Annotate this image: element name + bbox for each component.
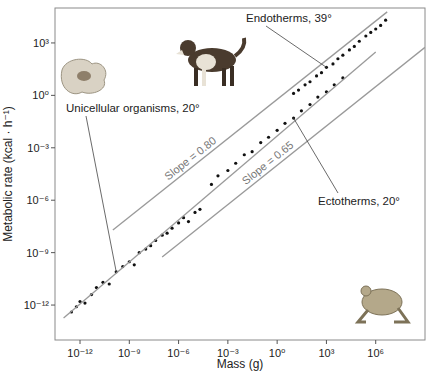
data-point: [353, 45, 356, 48]
data-point: [358, 40, 361, 43]
x-tick: [326, 340, 327, 344]
data-point: [331, 62, 334, 65]
series-label: Ectotherms, 20°: [318, 195, 400, 207]
data-point: [243, 153, 246, 156]
data-point: [283, 122, 286, 125]
plot-frame: [55, 8, 425, 340]
data-point: [379, 24, 382, 27]
data-point: [348, 48, 351, 51]
x-axis-label: Mass (g): [217, 357, 264, 371]
data-point: [216, 174, 219, 177]
icons: [61, 38, 408, 322]
data-point: [315, 74, 318, 77]
leader-line: [86, 116, 116, 272]
chart: 10⁻¹² 10⁻⁹ 10⁻⁶ 10⁻³ 10⁰ 10³ 10⁶ 10⁻¹² 10⁻⁹ 10⁻⁶ 1…: [0, 0, 435, 376]
y-tick: [51, 305, 55, 306]
x-tick: [129, 340, 130, 344]
data-point: [234, 162, 237, 165]
data-point: [276, 129, 279, 132]
y-tick-label: 10³: [33, 37, 49, 49]
frog-icon: [358, 286, 408, 322]
data-point: [193, 211, 196, 214]
leader-line: [294, 118, 338, 193]
data-point: [108, 282, 111, 285]
frog-leg: [394, 308, 408, 322]
dog-icon: [176, 38, 244, 86]
data-point: [341, 54, 344, 57]
dog-leg: [202, 68, 206, 86]
dog-snout: [176, 50, 184, 55]
data-point: [320, 71, 323, 74]
x-tick: [178, 340, 179, 344]
line-label: Slope = 0.80: [162, 134, 218, 182]
dog-leg: [194, 68, 198, 86]
y-tick-label: 10⁰: [32, 89, 49, 101]
x-tick-label: 10⁶: [367, 347, 384, 359]
data-point: [187, 220, 190, 223]
cell-nucleus: [77, 71, 91, 81]
data-point: [292, 92, 295, 95]
x-tick-label: 10⁻⁶: [167, 347, 190, 359]
data-point: [226, 169, 229, 172]
y-axis-label: Metabolic rate (kcal · h⁻¹): [1, 106, 15, 242]
plot-data: [64, 12, 425, 318]
y-tick: [51, 42, 55, 43]
data-point: [133, 263, 136, 266]
leader-line: [266, 26, 326, 67]
data-point: [210, 183, 213, 186]
data-point: [259, 141, 262, 144]
frog-eye: [361, 286, 371, 296]
y-tick-label: 10⁻⁶: [26, 194, 49, 206]
data-point: [251, 150, 254, 153]
y-tick-label: 10⁻¹²: [24, 299, 50, 311]
frog-leg: [358, 310, 368, 322]
x-tick-label: 10⁻¹²: [67, 347, 93, 359]
data-point: [308, 103, 311, 106]
data-point: [336, 57, 339, 60]
x-tick: [375, 340, 376, 344]
y-tick: [51, 95, 55, 96]
y-tick: [51, 252, 55, 253]
data-point: [364, 34, 367, 37]
y-tick-label: 10⁻³: [27, 142, 49, 154]
y-tick: [51, 147, 55, 148]
x-tick-label: 10³: [318, 347, 334, 359]
cell-icon: [61, 59, 106, 94]
data-point: [83, 301, 86, 304]
data-point: [369, 31, 372, 34]
data-point: [267, 136, 270, 139]
x-tick: [80, 340, 81, 344]
y-tick-label: 10⁻⁹: [26, 247, 49, 259]
annotations: Unicellular organisms, 20° Ectotherms, 20…: [66, 12, 400, 272]
data-point: [374, 27, 377, 30]
data-point: [316, 95, 319, 98]
line-label: Slope = 0.65: [240, 139, 296, 187]
dog-chest: [196, 54, 216, 70]
data-point: [198, 208, 201, 211]
x-tick-label: 10⁻⁹: [118, 347, 141, 359]
dog-leg: [222, 68, 226, 86]
data-point: [300, 109, 303, 112]
x-tick: [227, 340, 228, 344]
series-label: Endotherms, 39°: [246, 12, 332, 24]
data-point: [166, 232, 169, 235]
x-tick-label: 10⁰: [269, 347, 286, 359]
data-point: [297, 89, 300, 92]
y-tick: [51, 200, 55, 201]
series-label: Unicellular organisms, 20°: [66, 102, 200, 114]
dog-tail: [235, 38, 244, 56]
fit-line: [64, 52, 376, 318]
fit-line: [162, 47, 425, 257]
data-point: [303, 83, 306, 86]
data-point: [308, 80, 311, 83]
x-tick: [277, 340, 278, 344]
data-point: [384, 19, 387, 22]
dog-leg: [230, 66, 234, 86]
